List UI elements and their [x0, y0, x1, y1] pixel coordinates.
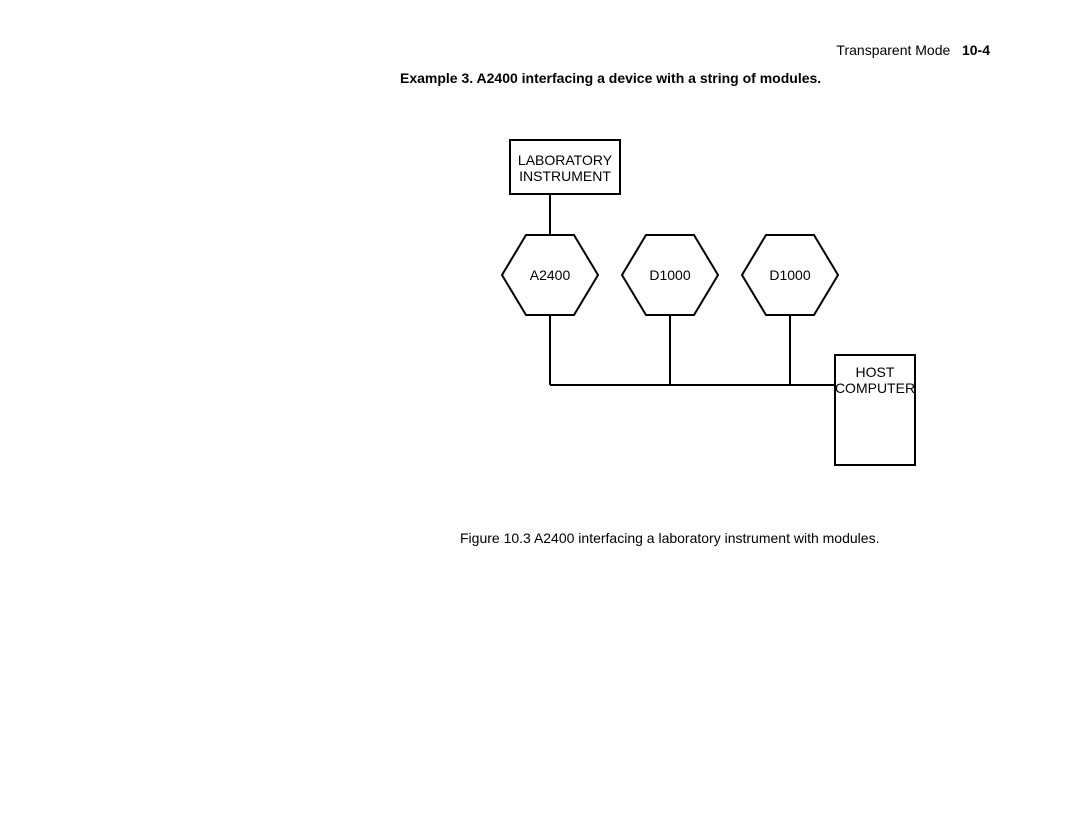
- diagram-svg: LABORATORYINSTRUMENT A2400 D1000 D1000 HOSTC…: [430, 120, 990, 500]
- svg-text:LABORATORY: LABORATORY: [518, 152, 613, 168]
- svg-text:COMPUTER: COMPUTER: [835, 380, 915, 396]
- svg-text:A2400: A2400: [530, 267, 571, 283]
- header-label: Transparent Mode: [836, 42, 950, 58]
- svg-text:HOST: HOST: [856, 364, 895, 380]
- svg-text:D1000: D1000: [649, 267, 690, 283]
- interface-diagram: LABORATORYINSTRUMENT A2400 D1000 D1000 HOSTC…: [430, 120, 990, 500]
- figure-caption: Figure 10.3 A2400 interfacing a laborato…: [460, 530, 879, 546]
- example-title: Example 3. A2400 interfacing a device wi…: [400, 70, 990, 86]
- header-page-ref: 10-4: [962, 42, 990, 58]
- svg-text:INSTRUMENT: INSTRUMENT: [519, 168, 611, 184]
- page-header: Transparent Mode 10-4: [836, 42, 990, 58]
- svg-text:D1000: D1000: [769, 267, 810, 283]
- document-page: Transparent Mode 10-4 Example 3. A2400 i…: [0, 0, 1080, 834]
